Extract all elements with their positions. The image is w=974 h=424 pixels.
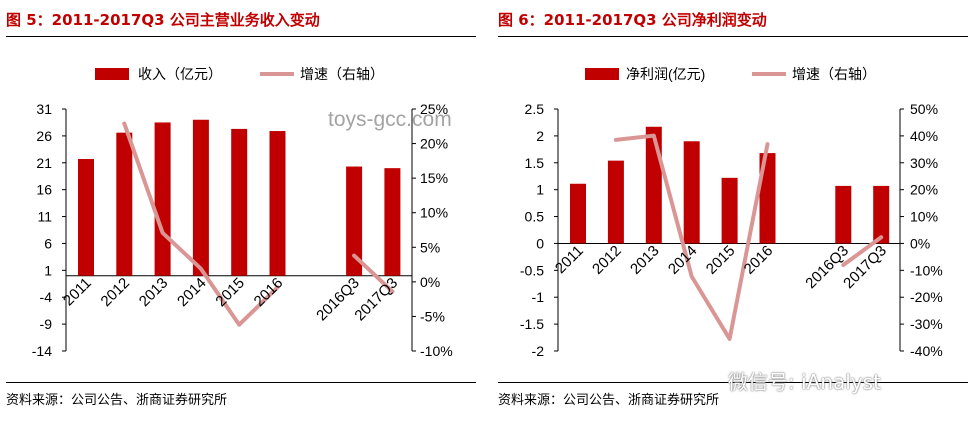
revenue-chart: 收入（亿元） 增速（右轴） 31 26 21 16 11 6 1 -4 -9 -14 25% 20% 15%… <box>32 66 453 359</box>
right-tick-label: -5% <box>420 308 445 324</box>
category-label: 2011 <box>552 242 587 277</box>
title-rule <box>498 36 968 37</box>
source-rule <box>498 382 968 383</box>
bar <box>873 185 890 244</box>
bar <box>116 132 133 276</box>
legend-line-label: 增速（右轴） <box>300 66 384 82</box>
chart-title: 图 5：2011-2017Q3 公司主营业务收入变动 <box>6 11 320 29</box>
category-label: 2017Q3 <box>351 275 401 325</box>
left-tick-label: 0.5 <box>525 209 545 225</box>
left-tick-label: 1.5 <box>525 155 545 171</box>
bar <box>570 183 586 244</box>
category-label: 2014 <box>665 242 701 278</box>
right-tick-label: 50% <box>910 101 938 117</box>
category-label: 2014 <box>174 275 210 311</box>
revenue-chart-panel: 图 5：2011-2017Q3 公司主营业务收入变动 收入（亿元） 增速（右轴） 3… <box>0 0 482 424</box>
left-tick-label: -1.5 <box>520 316 544 332</box>
right-tick-label: 25% <box>420 101 448 117</box>
bar <box>835 185 852 244</box>
right-tick-label: -30% <box>910 316 943 332</box>
net-profit-chart-panel: 图 6：2011-2017Q3 公司净利润变动 净利润(亿元) 增速（右轴） 2.5… <box>492 0 974 424</box>
bar <box>721 177 738 244</box>
bar <box>78 159 94 276</box>
left-tick-label: -9 <box>40 316 53 332</box>
left-tick-label: 1 <box>44 262 52 278</box>
category-label: 2015 <box>212 275 248 311</box>
right-tick-label: -10% <box>420 343 453 359</box>
legend-bar-swatch <box>585 68 619 80</box>
title-rule <box>6 36 476 37</box>
growth-line <box>841 235 884 267</box>
right-tick-label: 0% <box>910 235 930 251</box>
wechat-watermark: 微信号: iAnalyst <box>728 370 881 394</box>
category-label: 2013 <box>136 275 172 311</box>
right-tick-label: -40% <box>910 343 943 359</box>
right-tick-label: 0% <box>420 274 440 290</box>
left-tick-label: -14 <box>32 343 52 359</box>
left-tick-label: 1 <box>536 182 544 198</box>
legend-bar-label: 净利润(亿元) <box>626 66 705 82</box>
growth-line <box>613 133 770 341</box>
left-tick-label: 11 <box>37 209 52 225</box>
left-tick-label: 21 <box>36 155 52 171</box>
right-tick-label: 5% <box>420 239 440 255</box>
left-tick-label: -2 <box>532 343 545 359</box>
category-label: 2011 <box>60 275 95 310</box>
bar <box>346 166 363 276</box>
bar <box>607 160 624 244</box>
bar <box>231 128 248 276</box>
right-tick-label: 20% <box>910 182 938 198</box>
right-tick-label: 30% <box>910 155 938 171</box>
right-tick-label: 20% <box>420 136 448 152</box>
legend-line-label: 增速（右轴） <box>792 66 876 82</box>
bar <box>759 153 776 244</box>
left-tick-label: 16 <box>36 182 52 198</box>
bar <box>269 131 286 276</box>
category-label: 2012 <box>589 242 625 278</box>
right-tick-label: -10% <box>910 262 943 278</box>
category-label: 2016 <box>251 275 287 311</box>
left-tick-label: 0 <box>536 235 544 251</box>
left-tick-label: -1 <box>532 289 545 305</box>
growth-line <box>122 121 280 327</box>
category-label: 2012 <box>98 275 134 311</box>
net-profit-chart: 净利润(亿元) 增速（右轴） 2.5 2 1.5 1 0.5 0 -0.5 -1 -1.5 -2 50%… <box>520 66 943 359</box>
chart-source: 资料来源：公司公告、浙商证券研究所 <box>498 393 720 408</box>
right-tick-label: 10% <box>910 209 938 225</box>
left-tick-label: -0.5 <box>520 262 544 278</box>
right-tick-label: 40% <box>910 128 938 144</box>
right-tick-label: -20% <box>910 289 943 305</box>
bar <box>154 122 171 276</box>
left-tick-label: 31 <box>36 101 52 117</box>
source-rule <box>6 382 476 383</box>
bar <box>683 141 700 244</box>
category-label: 2015 <box>703 242 739 278</box>
left-tick-label: 6 <box>44 235 52 251</box>
bar <box>645 126 662 244</box>
site-watermark: toys-gcc.com <box>328 108 452 131</box>
legend-bar-label: 收入（亿元） <box>138 66 222 82</box>
right-tick-label: 10% <box>420 205 448 221</box>
chart-title: 图 6：2011-2017Q3 公司净利润变动 <box>498 11 767 29</box>
left-tick-label: -4 <box>40 289 53 305</box>
left-tick-label: 26 <box>36 128 52 144</box>
chart-source: 资料来源：公司公告、浙商证券研究所 <box>6 393 228 408</box>
bar <box>384 168 401 276</box>
growth-line <box>352 253 395 294</box>
category-label: 2013 <box>627 242 663 278</box>
left-tick-label: 2 <box>536 128 544 144</box>
left-tick-label: 2.5 <box>525 101 545 117</box>
legend-bar-swatch <box>95 68 129 80</box>
right-tick-label: 15% <box>420 170 448 186</box>
bar <box>192 119 209 276</box>
